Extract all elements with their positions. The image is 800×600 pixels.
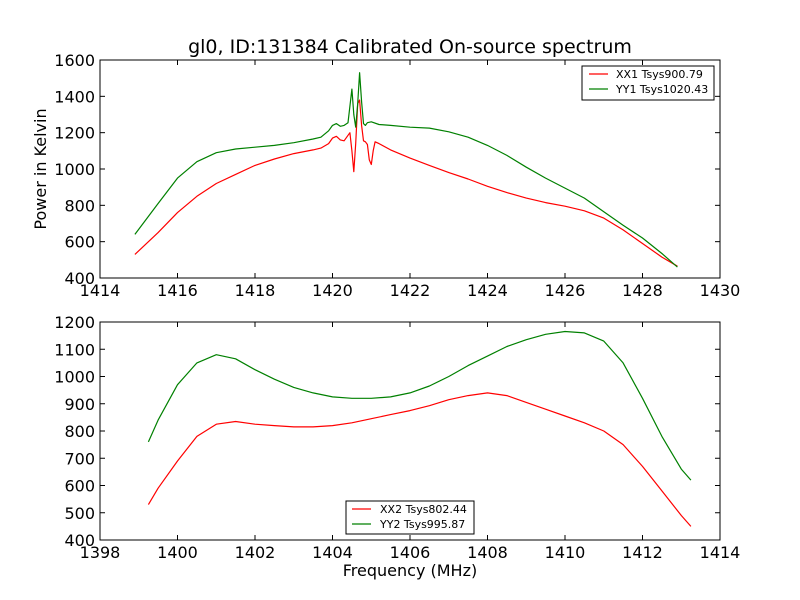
bottom-series-line-1 bbox=[147, 330, 692, 481]
bottom-legend-label-yy2: YY2 Tsys995.87 bbox=[379, 518, 465, 531]
bottom-y-tick-label: 400 bbox=[64, 531, 95, 550]
bottom-x-axis-label: Frequency (MHz) bbox=[343, 561, 477, 580]
bottom-x-tick-label: 1400 bbox=[157, 543, 198, 562]
bottom-legend-label-xx2: XX2 Tsys802.44 bbox=[380, 503, 467, 516]
top-ticks-group: 1414 1416 1418 1420 1422 1424 1426 1428 1430 400 6… bbox=[54, 51, 740, 300]
bottom-y-tick-label: 900 bbox=[64, 395, 95, 414]
top-x-tick-label: 1418 bbox=[235, 281, 276, 300]
top-y-tick-label: 800 bbox=[64, 196, 95, 215]
top-y-axis-label: Power in Kelvin bbox=[31, 108, 50, 229]
bottom-x-tick-label: 1412 bbox=[622, 543, 663, 562]
bottom-legend-box bbox=[345, 500, 475, 535]
top-x-tick-label: 1426 bbox=[545, 281, 586, 300]
bottom-series-line-0 bbox=[147, 392, 692, 527]
bottom-x-tick-label: 1404 bbox=[312, 543, 353, 562]
top-x-tick-label: 1422 bbox=[390, 281, 431, 300]
top-x-tick-label: 1428 bbox=[622, 281, 663, 300]
bottom-ticks-group: 1398 1400 1402 1404 1406 1408 1410 1412 1414 400 5… bbox=[54, 313, 740, 562]
top-series-group bbox=[134, 72, 678, 268]
top-y-tick-label: 1200 bbox=[54, 124, 95, 143]
bottom-y-tick-label: 600 bbox=[64, 477, 95, 496]
top-x-tick-label: 1414 bbox=[80, 281, 121, 300]
top-x-tick-label: 1416 bbox=[157, 281, 198, 300]
top-y-tick-label: 400 bbox=[64, 269, 95, 288]
top-y-tick-label: 1400 bbox=[54, 87, 95, 106]
top-y-tick-label: 1000 bbox=[54, 160, 95, 179]
bottom-series-group bbox=[147, 330, 692, 527]
bottom-y-tick-label: 1200 bbox=[54, 313, 95, 332]
bottom-x-tick-label: 1414 bbox=[700, 543, 741, 562]
top-series-line-0 bbox=[134, 99, 678, 267]
top-x-tick-label: 1424 bbox=[467, 281, 508, 300]
bottom-y-tick-label: 500 bbox=[64, 504, 95, 523]
top-x-tick-label: 1430 bbox=[700, 281, 741, 300]
bottom-subplot: Frequency (MHz) 1398 1400 1402 1404 1406 1408… bbox=[54, 313, 740, 580]
top-x-tick-label: 1420 bbox=[312, 281, 353, 300]
bottom-x-tick-label: 1402 bbox=[235, 543, 276, 562]
bottom-y-tick-label: 800 bbox=[64, 422, 95, 441]
top-y-tick-label: 1600 bbox=[54, 51, 95, 70]
top-series-line-1 bbox=[134, 72, 678, 268]
bottom-y-tick-label: 700 bbox=[64, 449, 95, 468]
bottom-y-tick-label: 1100 bbox=[54, 340, 95, 359]
top-legend-label-xx1: XX1 Tsys900.79 bbox=[616, 68, 703, 81]
top-legend-label-yy1: YY1 Tsys1020.43 bbox=[615, 83, 708, 96]
top-y-tick-label: 600 bbox=[64, 233, 95, 252]
chart-title: gl0, ID:131384 Calibrated On-source spec… bbox=[188, 36, 632, 58]
bottom-x-tick-label: 1398 bbox=[80, 543, 121, 562]
top-legend: XX1 Tsys900.79 YY1 Tsys1020.43 bbox=[581, 65, 715, 101]
bottom-x-tick-label: 1410 bbox=[545, 543, 586, 562]
bottom-x-tick-label: 1406 bbox=[390, 543, 431, 562]
bottom-legend: XX2 Tsys802.44 YY2 Tsys995.87 bbox=[345, 500, 475, 535]
bottom-y-tick-label: 1000 bbox=[54, 368, 95, 387]
top-legend-box bbox=[581, 65, 715, 101]
top-subplot: gl0, ID:131384 Calibrated On-source spec… bbox=[31, 36, 740, 300]
bottom-x-tick-label: 1408 bbox=[467, 543, 508, 562]
